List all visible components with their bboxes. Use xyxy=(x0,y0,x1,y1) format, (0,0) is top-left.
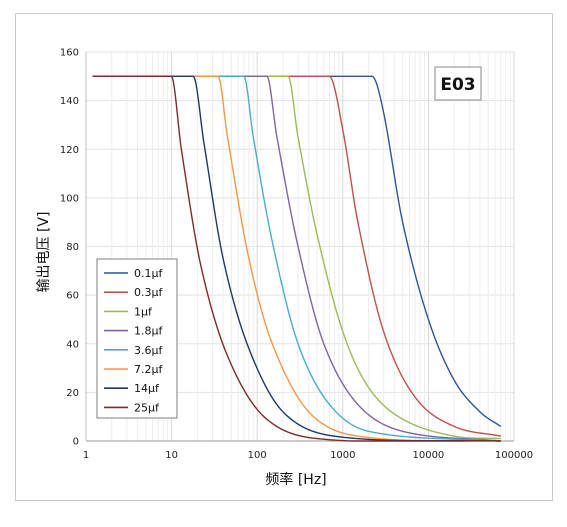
series-line xyxy=(92,75,501,442)
stamp-label: E03 xyxy=(440,75,475,95)
y-tick-label: 80 xyxy=(66,242,79,253)
axis-layer: 0 20 40 60 80 100 120 140 160 1 10 100 1000 10000 1000… xyxy=(60,48,533,462)
x-tick-label: 1000 xyxy=(330,450,355,461)
legend-label: 7.2μf xyxy=(134,363,163,376)
stamp-frame xyxy=(434,66,482,101)
legend-label: 1μf xyxy=(134,305,153,318)
y-tick-label: 40 xyxy=(66,339,79,350)
series-line xyxy=(92,75,501,442)
x-tick-label: 10 xyxy=(165,450,178,461)
x-tick-label: 1 xyxy=(83,450,89,461)
series-line xyxy=(92,75,501,442)
stamp-box: E03 xyxy=(434,66,482,101)
x-axis-title: 频率 [Hz] xyxy=(265,471,326,488)
y-tick-label: 100 xyxy=(60,193,79,204)
legend-label: 0.1μf xyxy=(134,267,163,280)
series-layer xyxy=(92,75,502,442)
y-tick-label: 140 xyxy=(60,96,79,107)
legend-label: 3.6μf xyxy=(134,344,163,357)
legend-label: 14μf xyxy=(134,382,160,395)
y-axis-title: 输出电压 [V] xyxy=(36,212,52,293)
series-line xyxy=(92,75,501,442)
legend: 0.1μf 0.3μf 1μf 1.8μf 3.6μf 7.2μf 14μf 25μf xyxy=(96,258,178,419)
y-tick-label: 60 xyxy=(66,291,79,302)
x-tick-label: 10000 xyxy=(412,450,444,461)
legend-label: 0.3μf xyxy=(134,286,163,299)
series-line xyxy=(92,75,502,427)
series-line xyxy=(92,75,501,440)
x-tick-label: 100000 xyxy=(495,450,533,461)
y-tick-label: 160 xyxy=(60,48,79,59)
x-tick-label: 100 xyxy=(248,450,267,461)
series-line xyxy=(92,75,501,437)
series-line xyxy=(92,75,501,442)
legend-label: 25μf xyxy=(134,401,160,414)
legend-label: 1.8μf xyxy=(134,325,163,338)
legend-frame xyxy=(96,258,178,419)
y-tick-label: 20 xyxy=(66,388,79,399)
y-tick-label: 120 xyxy=(60,145,79,156)
y-tick-label: 0 xyxy=(73,437,79,448)
